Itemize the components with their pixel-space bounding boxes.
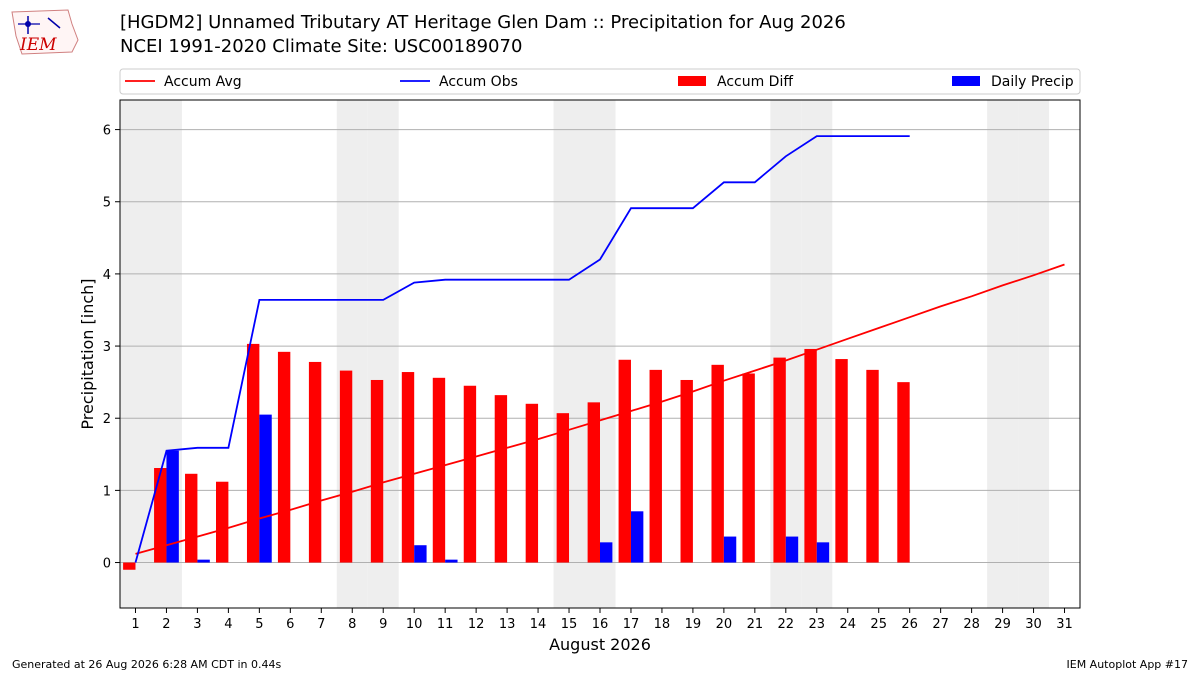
x-tick-label: 20 bbox=[716, 617, 733, 632]
daily-precip-bar bbox=[600, 542, 613, 563]
accum-diff-bar bbox=[308, 361, 322, 563]
weekend-shade bbox=[987, 100, 1019, 608]
x-tick-label: 22 bbox=[778, 617, 795, 632]
daily-precip-bar bbox=[630, 511, 644, 563]
accum-diff-bar bbox=[401, 372, 415, 563]
daily-precip-bar bbox=[414, 545, 427, 563]
accum-diff-bar bbox=[185, 473, 198, 563]
x-tick-label: 17 bbox=[623, 617, 640, 632]
accum-diff-bar bbox=[154, 468, 167, 563]
x-tick-label: 24 bbox=[839, 617, 856, 632]
accum-diff-bar bbox=[494, 395, 508, 563]
generated-timestamp: Generated at 26 Aug 2026 6:28 AM CDT in … bbox=[12, 658, 282, 671]
x-tick-label: 15 bbox=[561, 617, 578, 632]
iem-logo: IEM bbox=[11, 9, 79, 55]
x-tick-label: 5 bbox=[255, 617, 263, 632]
x-axis-label: August 2026 bbox=[549, 635, 651, 654]
x-tick-label: 8 bbox=[348, 617, 356, 632]
legend-daily-precip-swatch bbox=[952, 76, 980, 86]
x-tick-label: 28 bbox=[963, 617, 980, 632]
accum-diff-bar bbox=[649, 369, 662, 563]
legend-frame bbox=[119, 68, 1081, 95]
x-tick-label: 2 bbox=[162, 617, 170, 632]
x-tick-label: 21 bbox=[747, 617, 764, 632]
accum-diff-bar bbox=[804, 348, 817, 563]
x-tick-label: 18 bbox=[654, 617, 671, 632]
x-tick-label: 14 bbox=[530, 617, 547, 632]
legend-accum-diff-swatch bbox=[678, 76, 706, 86]
accum-diff-bar bbox=[339, 370, 353, 563]
legend-accum-diff-label: Accum Diff bbox=[717, 74, 793, 90]
accum-diff-bar bbox=[587, 402, 600, 563]
accum-diff-bar bbox=[897, 382, 910, 563]
y-axis-label: Precipitation [inch] bbox=[78, 278, 97, 429]
x-tick-label: 9 bbox=[379, 617, 387, 632]
x-tick-label: 23 bbox=[809, 617, 826, 632]
accum-diff-bar bbox=[463, 385, 477, 563]
accum-diff-bar bbox=[835, 359, 848, 563]
accum-diff-bar bbox=[123, 562, 136, 570]
app-label: IEM Autoplot App #17 bbox=[1066, 658, 1189, 671]
accum-obs-line bbox=[134, 135, 910, 563]
accum-avg-line bbox=[135, 263, 1065, 555]
x-tick-label: 25 bbox=[870, 617, 887, 632]
logo-text: IEM bbox=[19, 35, 57, 55]
accum-diff-bar bbox=[432, 377, 446, 563]
y-tick-label: 4 bbox=[103, 268, 111, 283]
chart-title: [HGDM2] Unnamed Tributary AT Heritage Gl… bbox=[120, 12, 846, 33]
x-tick-label: 3 bbox=[193, 617, 201, 632]
daily-precip-bar bbox=[445, 559, 458, 563]
accum-diff-bar bbox=[742, 373, 755, 563]
x-tick-label: 7 bbox=[317, 617, 325, 632]
x-tick-label: 4 bbox=[224, 617, 232, 632]
daily-precip-bar bbox=[259, 414, 272, 563]
daily-precip-bar bbox=[816, 542, 830, 563]
legend-daily-precip-label: Daily Precip bbox=[991, 74, 1074, 90]
legend-accum-obs-label: Accum Obs bbox=[439, 74, 518, 90]
y-tick-label: 3 bbox=[103, 340, 111, 355]
y-tick-label: 0 bbox=[103, 557, 111, 572]
accum-diff-bar bbox=[680, 379, 693, 563]
daily-precip-bar bbox=[785, 536, 799, 563]
accum-diff-bar bbox=[866, 369, 879, 563]
x-tick-label: 10 bbox=[406, 617, 423, 632]
x-tick-label: 13 bbox=[499, 617, 516, 632]
x-tick-label: 12 bbox=[468, 617, 485, 632]
chart-subtitle: NCEI 1991-2020 Climate Site: USC00189070 bbox=[120, 36, 523, 57]
daily-precip-bar bbox=[166, 450, 179, 563]
x-tick-label: 26 bbox=[901, 617, 918, 632]
y-tick-label: 5 bbox=[103, 196, 111, 211]
accum-diff-bar bbox=[618, 359, 631, 563]
x-tick-label: 30 bbox=[1025, 617, 1042, 632]
accum-diff-bar bbox=[277, 351, 291, 563]
weekend-shade bbox=[1018, 100, 1050, 608]
y-tick-label: 2 bbox=[103, 412, 111, 427]
accum-diff-bar bbox=[216, 481, 229, 563]
daily-precip-bar bbox=[723, 536, 737, 563]
x-tick-label: 6 bbox=[286, 617, 294, 632]
legend: Accum Avg Accum Obs Accum Diff Daily Precip bbox=[119, 68, 1081, 95]
accum-diff-bar bbox=[525, 403, 539, 563]
accum-diff-bar bbox=[370, 379, 384, 563]
accum-diff-bar bbox=[556, 413, 570, 563]
x-tick-label: 16 bbox=[592, 617, 609, 632]
accum-diff-bar bbox=[773, 357, 786, 563]
legend-accum-avg-label: Accum Avg bbox=[164, 74, 242, 90]
weekend-shade bbox=[120, 100, 151, 608]
x-tick-label: 31 bbox=[1056, 617, 1073, 632]
x-tick-label: 1 bbox=[131, 617, 139, 632]
accum-diff-bar bbox=[246, 343, 260, 563]
x-tick-label: 29 bbox=[994, 617, 1011, 632]
x-tick-label: 27 bbox=[932, 617, 949, 632]
y-tick-label: 1 bbox=[103, 484, 111, 499]
y-tick-label: 6 bbox=[103, 124, 111, 139]
x-tick-label: 19 bbox=[685, 617, 702, 632]
daily-precip-bar bbox=[197, 559, 210, 563]
x-tick-label: 11 bbox=[437, 617, 454, 632]
accum-diff-bar bbox=[711, 364, 724, 563]
